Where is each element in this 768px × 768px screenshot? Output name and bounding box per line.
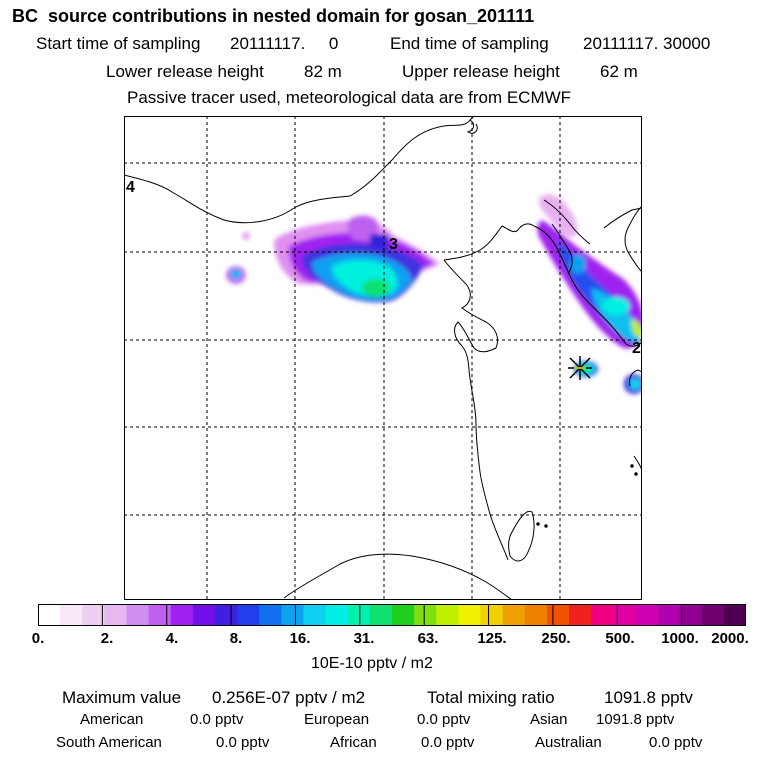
colorbar-cell bbox=[458, 604, 482, 626]
start-time-value: 20111117. 0 bbox=[230, 34, 339, 53]
max-value: 0.256E-07 pptv / m2 bbox=[212, 688, 366, 707]
colorbar-tick-label: 125. bbox=[477, 630, 507, 647]
plume-small-patch-west bbox=[226, 266, 246, 284]
source-name-african: African bbox=[330, 734, 377, 751]
colorbar bbox=[38, 604, 746, 626]
colorbar-cell bbox=[569, 604, 592, 626]
total-mixing-label: Total mixing ratio bbox=[427, 688, 555, 707]
source-value-european: 0.0 pptv bbox=[417, 711, 471, 728]
colorbar-tick-label: 500. bbox=[605, 630, 635, 647]
colorbar-cell bbox=[259, 604, 282, 626]
region-label-2: 2 bbox=[632, 340, 641, 357]
colorbar-cell bbox=[192, 604, 216, 626]
source-value-asian: 1091.8 pptv bbox=[596, 711, 675, 728]
lat-lon-grid bbox=[124, 116, 642, 600]
colorbar-cell bbox=[414, 604, 437, 626]
plume-north-china bbox=[274, 215, 440, 303]
colorbar-cell bbox=[347, 604, 371, 626]
lower-height-label: Lower release height bbox=[106, 62, 264, 81]
colorbar-cell bbox=[502, 604, 526, 626]
colorbar-cell bbox=[126, 604, 150, 626]
colorbar-tick-label: 8. bbox=[229, 630, 243, 647]
colorbar-cell bbox=[480, 604, 504, 626]
colorbar-cell bbox=[281, 604, 305, 626]
source-name-american: American bbox=[80, 711, 144, 728]
colorbar-cell bbox=[635, 604, 659, 626]
colorbar-cell bbox=[369, 604, 393, 626]
end-time-value: 20111117. 30000 bbox=[583, 34, 711, 53]
colorbar-cell bbox=[215, 604, 238, 626]
colorbar-frame bbox=[38, 604, 746, 626]
colorbar-cell bbox=[613, 604, 636, 626]
tracer-note: Passive tracer used, meteorological data… bbox=[127, 88, 572, 107]
colorbar-tick-label: 2. bbox=[100, 630, 114, 647]
coastlines-borders bbox=[124, 116, 642, 600]
lower-height-value: 82 m bbox=[304, 62, 342, 81]
colorbar-cell bbox=[104, 604, 128, 626]
colorbar-cell bbox=[170, 604, 194, 626]
colorbar-unit-label: 10E-10 pptv / m2 bbox=[311, 655, 433, 672]
source-value-australian: 0.0 pptv bbox=[649, 734, 703, 751]
colorbar-tick-label: 31. bbox=[353, 630, 375, 647]
colorbar-tick-label: 16. bbox=[289, 630, 311, 647]
source-value-american: 0.0 pptv bbox=[190, 711, 244, 728]
start-time-label: Start time of sampling bbox=[36, 34, 201, 53]
colorbar-tick-label: 1000. bbox=[661, 630, 699, 647]
colorbar-cell bbox=[237, 604, 260, 626]
source-name-south-american: South American bbox=[56, 734, 162, 751]
max-value-label: Maximum value bbox=[62, 688, 182, 707]
end-time-label: End time of sampling bbox=[390, 34, 549, 53]
source-value-south-american: 0.0 pptv bbox=[216, 734, 270, 751]
colorbar-cell bbox=[657, 604, 681, 626]
colorbar-cell bbox=[38, 604, 61, 626]
source-name-european: European bbox=[304, 711, 370, 728]
plume-japan-west bbox=[624, 374, 642, 394]
source-name-australian: Australian bbox=[535, 734, 602, 751]
colorbar-cell bbox=[436, 604, 459, 626]
map-background bbox=[124, 116, 642, 600]
region-label-4: 4 bbox=[126, 179, 135, 196]
colorbar-tick-label: 4. bbox=[165, 630, 179, 647]
colorbar-cell bbox=[60, 604, 83, 626]
colorbar-cell bbox=[546, 604, 570, 626]
gosan-receptor-star-icon bbox=[568, 356, 592, 380]
colorbar-cell bbox=[82, 604, 105, 626]
colorbar-cell bbox=[723, 604, 746, 626]
colorbar-cell bbox=[148, 604, 172, 626]
plume-dot-west bbox=[242, 232, 250, 240]
colorbar-tick-label: 2000. bbox=[711, 630, 749, 647]
colorbar-tick-label: 250. bbox=[541, 630, 571, 647]
upper-height-label: Upper release height bbox=[402, 62, 560, 81]
colorbar-cell bbox=[591, 604, 614, 626]
colorbar-cell bbox=[679, 604, 703, 626]
colorbar-tick-label: 0. bbox=[31, 630, 45, 647]
colorbar-cell bbox=[303, 604, 327, 626]
colorbar-cell bbox=[392, 604, 415, 626]
source-name-asian: Asian bbox=[530, 711, 568, 728]
plot-title: BC source contributions in nested domain… bbox=[12, 6, 535, 26]
total-mixing-value: 1091.8 pptv bbox=[604, 688, 693, 707]
colorbar-cell bbox=[325, 604, 349, 626]
colorbar-cell bbox=[524, 604, 548, 626]
upper-height-value: 62 m bbox=[600, 62, 638, 81]
source-contribution-map: 4 3 2 bbox=[124, 116, 642, 600]
map-frame bbox=[124, 116, 642, 600]
colorbar-cell bbox=[701, 604, 725, 626]
colorbar-tick-label: 63. bbox=[417, 630, 439, 647]
source-value-african: 0.0 pptv bbox=[421, 734, 475, 751]
region-label-3: 3 bbox=[389, 236, 398, 253]
